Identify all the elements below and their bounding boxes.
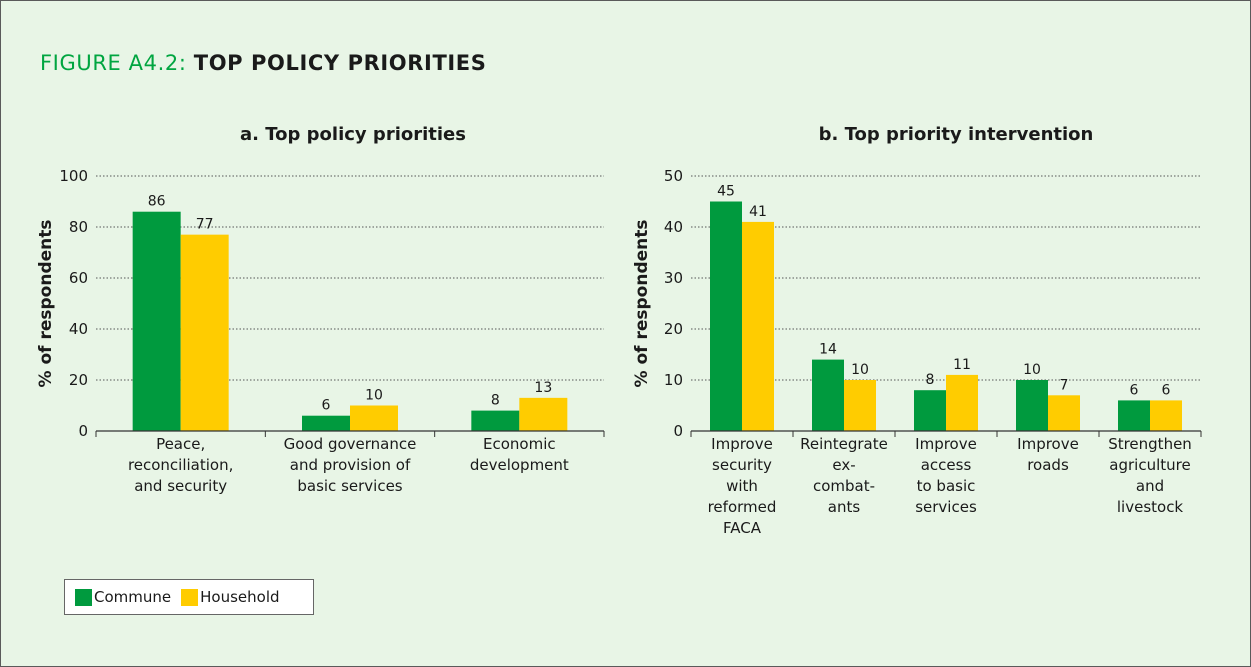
chart-title: b. Top priority intervention	[819, 124, 1094, 145]
data-label: 45	[717, 184, 735, 200]
category-label-line: Improve	[1017, 435, 1079, 453]
data-label: 86	[148, 194, 166, 210]
category-label-line: and	[1136, 477, 1164, 495]
legend-swatch-commune	[75, 588, 92, 606]
figure-title: FIGURE A4.2: TOP POLICY PRIORITIES	[40, 49, 486, 77]
category-label-line: and provision of	[290, 456, 411, 474]
category-label-line: Improve	[711, 435, 773, 453]
bar-household	[946, 374, 978, 431]
bar-household	[844, 380, 876, 431]
data-label: 6	[322, 398, 331, 414]
category-label-line: Strengthen	[1108, 435, 1192, 453]
bar-commune	[302, 415, 350, 431]
data-label: 10	[365, 388, 383, 404]
legend-item-household: Household	[181, 588, 289, 606]
data-label: 77	[196, 217, 214, 233]
category-label: Peace, reconciliation, and security	[128, 435, 233, 495]
y-tick-label: 10	[664, 371, 683, 389]
data-label: 10	[1023, 362, 1041, 378]
category-label-line: services	[915, 498, 977, 516]
y-tick-label: 20	[664, 320, 683, 338]
category-label-line: Peace,	[156, 435, 205, 453]
bar-household	[1150, 400, 1182, 431]
y-axis-label: % of respondents	[36, 220, 56, 388]
data-label: 41	[749, 204, 767, 220]
bar-commune	[471, 410, 520, 431]
bar-household	[519, 397, 568, 431]
data-label: 14	[819, 342, 837, 358]
chart-b: b. Top priority intervention % of respond…	[632, 124, 1202, 537]
legend-label-commune: Commune	[94, 588, 172, 606]
y-tick-label: 40	[69, 320, 88, 338]
y-tick-label: 0	[78, 422, 88, 440]
y-axis-label: % of respondents	[632, 220, 652, 388]
category-label-line: ex-	[832, 456, 855, 474]
bar-commune	[1118, 400, 1150, 431]
bar-household	[1048, 395, 1080, 431]
chart-title: a. Top policy priorities	[240, 124, 466, 145]
data-label: 6	[1162, 382, 1171, 398]
category-label-line: with	[726, 477, 758, 495]
category-label-line: roads	[1027, 456, 1069, 474]
figure-title-main: TOP POLICY PRIORITIES	[193, 51, 487, 75]
figure-title-prefix: FIGURE A4.2:	[40, 51, 187, 75]
bar-commune	[710, 201, 742, 431]
category-label: Reintegrate ex-combat-ants	[800, 435, 888, 516]
bar-commune	[1016, 380, 1048, 431]
category-label-line: Economic	[483, 435, 556, 453]
category-label-line: and security	[134, 477, 227, 495]
chart-a: a. Top policy priorities % of respondents…	[36, 124, 605, 495]
category-label-line: ants	[828, 498, 861, 516]
category-label-line: agriculture	[1109, 456, 1190, 474]
bar-household	[742, 221, 774, 431]
y-tick-label: 0	[673, 422, 683, 440]
category-label-line: combat-	[813, 477, 875, 495]
data-label: 8	[926, 372, 935, 388]
category-label-line: access	[921, 456, 972, 474]
category-label-line: Improve	[915, 435, 977, 453]
category-label: Improve security with reformed FACA	[708, 435, 777, 537]
y-tick-label: 50	[664, 167, 683, 185]
data-label: 13	[534, 380, 552, 396]
category-label-line: to basic	[917, 477, 976, 495]
y-tick-label: 30	[664, 269, 683, 287]
category-label-line: development	[470, 456, 569, 474]
category-label: Strengthen agriculture and livestock	[1108, 435, 1192, 516]
category-label-line: Good governance	[284, 435, 417, 453]
category-label-line: reformed	[708, 498, 777, 516]
bar-commune	[914, 390, 946, 431]
y-tick-label: 100	[59, 167, 88, 185]
data-label: 6	[1130, 382, 1139, 398]
legend: Commune Household	[64, 579, 314, 615]
category-label: Economic development	[470, 435, 569, 474]
category-label-line: livestock	[1117, 498, 1184, 516]
y-tick-label: 80	[69, 218, 88, 236]
legend-swatch-household	[181, 588, 199, 606]
category-label: Improve roads	[1017, 435, 1079, 474]
data-label: 7	[1060, 377, 1069, 393]
category-label-line: basic services	[297, 477, 402, 495]
legend-item-commune: Commune	[75, 588, 181, 606]
category-label: Improve access to basic services	[915, 435, 977, 516]
bar-commune	[812, 359, 844, 431]
category-label-line: security	[712, 456, 772, 474]
legend-label-household: Household	[200, 588, 280, 606]
bar-household	[180, 234, 229, 431]
category-label: Good governance and provision of basic ser…	[284, 435, 417, 495]
bar-household	[350, 405, 398, 431]
y-tick-label: 60	[69, 269, 88, 287]
data-label: 11	[953, 357, 971, 373]
data-label: 8	[491, 393, 500, 409]
y-tick-label: 20	[69, 371, 88, 389]
y-tick-label: 40	[664, 218, 683, 236]
category-label-line: reconciliation,	[128, 456, 233, 474]
data-label: 10	[851, 362, 869, 378]
bar-commune	[132, 211, 181, 431]
category-label-line: Reintegrate	[800, 435, 888, 453]
category-label-line: FACA	[723, 519, 762, 537]
